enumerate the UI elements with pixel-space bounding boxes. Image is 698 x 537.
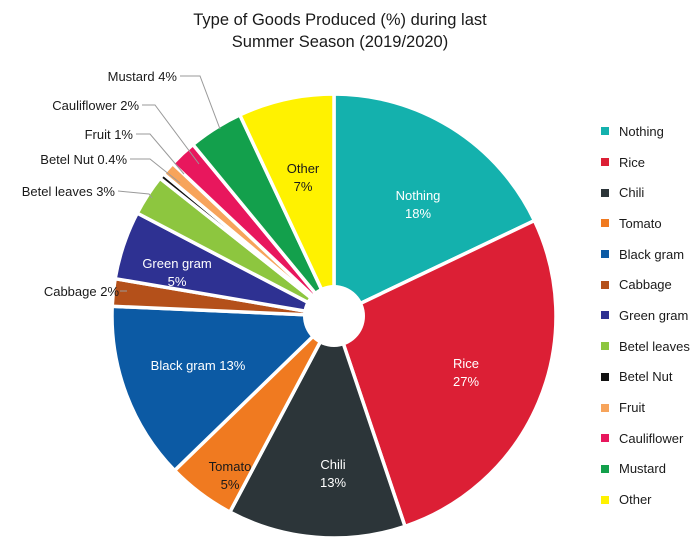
label-black-gram: Black gram 13% [151, 358, 246, 373]
pie-slices [110, 92, 558, 537]
legend-label-cauliflower: Cauliflower [619, 430, 684, 446]
legend-label-other: Other [619, 492, 652, 508]
legend-swatch-other [601, 495, 609, 504]
legend-label-betel-leaves: Betel leaves [619, 338, 690, 354]
legend-swatch-chili [601, 188, 609, 197]
legend-swatch-cabbage [601, 280, 609, 289]
slice-rice [332, 218, 558, 529]
legend-label-green-gram: Green gram [619, 307, 689, 323]
legend-swatch-green-gram [601, 311, 609, 320]
chart-title: Type of Goods Produced (%) during last S… [150, 9, 530, 53]
label-green-gram-pct: 5% [168, 274, 187, 289]
legend-label-cabbage: Cabbage [619, 277, 672, 293]
slice-chili [228, 314, 407, 537]
legend-label-mustard: Mustard [619, 461, 666, 477]
label-betel-leaves: Betel leaves 3% [22, 184, 116, 199]
label-cauliflower: Cauliflower 2% [52, 98, 139, 113]
legend-item-nothing: Nothing [601, 116, 690, 147]
legend-item-black-gram: Black gram [601, 239, 690, 270]
legend-swatch-betel-leaves [601, 342, 609, 351]
legend-item-chili: Chili [601, 177, 690, 208]
legend-swatch-cauliflower [601, 434, 609, 443]
label-betel-nut: Betel Nut 0.4% [40, 152, 127, 167]
legend-item-cabbage: Cabbage [601, 269, 690, 300]
legend-label-rice: Rice [619, 154, 646, 170]
leader-line-betel-nut [130, 158, 181, 184]
label-rice: Rice [453, 356, 479, 371]
donut-hole [303, 285, 365, 347]
legend-item-mustard: Mustard [601, 454, 690, 485]
legend-item-tomato: Tomato [601, 208, 690, 239]
label-rice-pct: 27% [453, 374, 479, 389]
legend-label-fruit: Fruit [619, 400, 645, 416]
label-chili: Chili [320, 457, 345, 472]
label-nothing: Nothing [396, 188, 441, 203]
legend-item-green-gram: Green gram [601, 300, 690, 331]
legend: Nothing Rice Chili Tomato Black gram Cabbage G… [601, 116, 690, 515]
chart-title-line-1: Type of Goods Produced (%) during last [193, 11, 487, 29]
legend-item-rice: Rice [601, 147, 690, 178]
label-tomato-pct: 5% [221, 477, 240, 492]
legend-item-other: Other [601, 484, 690, 515]
label-other-pct: 7% [294, 179, 313, 194]
slice-labels: Nothing 18% Rice 27% Chili 13% Tomato 5% Black g… [22, 69, 480, 492]
legend-item-betel-leaves: Betel leaves [601, 331, 690, 362]
slice-black-gram [110, 304, 336, 473]
leader-line-mustard [180, 75, 221, 130]
leader-line-cauliflower [142, 104, 200, 165]
legend-item-betel-nut: Betel Nut [601, 362, 690, 393]
label-chili-pct: 13% [320, 475, 346, 490]
legend-label-black-gram: Black gram [619, 246, 685, 262]
legend-item-fruit: Fruit [601, 392, 690, 423]
label-fruit: Fruit 1% [85, 127, 134, 142]
legend-swatch-nothing [601, 127, 609, 136]
label-other: Other [287, 161, 320, 176]
slice-nothing [332, 92, 537, 318]
legend-swatch-fruit [601, 403, 609, 412]
label-green-gram: Green gram [142, 256, 211, 271]
legend-swatch-rice [601, 158, 609, 167]
legend-swatch-black-gram [601, 250, 609, 259]
leader-line-betel-leaves [117, 190, 153, 199]
legend-label-betel-nut: Betel Nut [619, 369, 673, 385]
legend-swatch-tomato [601, 219, 609, 228]
legend-label-nothing: Nothing [619, 123, 664, 139]
legend-swatch-betel-nut [601, 372, 609, 381]
legend-label-tomato: Tomato [619, 215, 662, 231]
slice-other [238, 92, 336, 318]
leader-line-fruit [136, 133, 185, 175]
chart-title-line-2: Summer Season (2019/2020) [231, 33, 449, 51]
label-mustard: Mustard 4% [108, 69, 178, 84]
legend-item-cauliflower: Cauliflower [601, 423, 690, 454]
label-cabbage: Cabbage 2% [44, 284, 120, 299]
label-nothing-pct: 18% [405, 206, 431, 221]
legend-label-chili: Chili [619, 185, 645, 201]
label-tomato: Tomato [209, 459, 252, 474]
legend-swatch-mustard [601, 464, 609, 473]
